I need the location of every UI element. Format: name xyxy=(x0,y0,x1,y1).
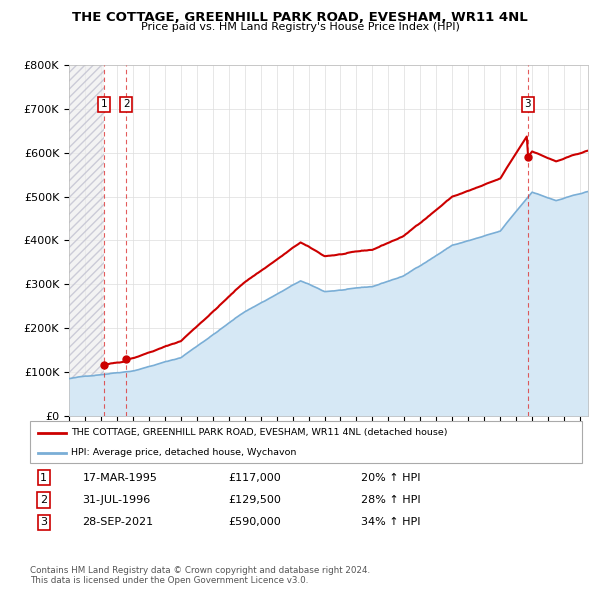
Text: HPI: Average price, detached house, Wychavon: HPI: Average price, detached house, Wych… xyxy=(71,448,297,457)
Text: 3: 3 xyxy=(40,517,47,527)
Bar xyxy=(69,65,104,416)
Text: 28% ↑ HPI: 28% ↑ HPI xyxy=(361,495,421,505)
Text: 3: 3 xyxy=(524,99,531,109)
Text: 34% ↑ HPI: 34% ↑ HPI xyxy=(361,517,421,527)
FancyBboxPatch shape xyxy=(30,421,582,463)
Text: £590,000: £590,000 xyxy=(229,517,281,527)
Text: 31-JUL-1996: 31-JUL-1996 xyxy=(82,495,151,505)
Text: 28-SEP-2021: 28-SEP-2021 xyxy=(82,517,154,527)
Text: 17-MAR-1995: 17-MAR-1995 xyxy=(82,473,157,483)
Text: Price paid vs. HM Land Registry's House Price Index (HPI): Price paid vs. HM Land Registry's House … xyxy=(140,22,460,32)
Text: £117,000: £117,000 xyxy=(229,473,281,483)
Text: £129,500: £129,500 xyxy=(229,495,281,505)
Text: 1: 1 xyxy=(40,473,47,483)
Text: 2: 2 xyxy=(40,495,47,505)
Text: Contains HM Land Registry data © Crown copyright and database right 2024.
This d: Contains HM Land Registry data © Crown c… xyxy=(30,566,370,585)
Text: 1: 1 xyxy=(101,99,107,109)
Text: THE COTTAGE, GREENHILL PARK ROAD, EVESHAM, WR11 4NL (detached house): THE COTTAGE, GREENHILL PARK ROAD, EVESHA… xyxy=(71,428,448,437)
Text: THE COTTAGE, GREENHILL PARK ROAD, EVESHAM, WR11 4NL: THE COTTAGE, GREENHILL PARK ROAD, EVESHA… xyxy=(72,11,528,24)
Text: 2: 2 xyxy=(123,99,130,109)
Text: 20% ↑ HPI: 20% ↑ HPI xyxy=(361,473,421,483)
